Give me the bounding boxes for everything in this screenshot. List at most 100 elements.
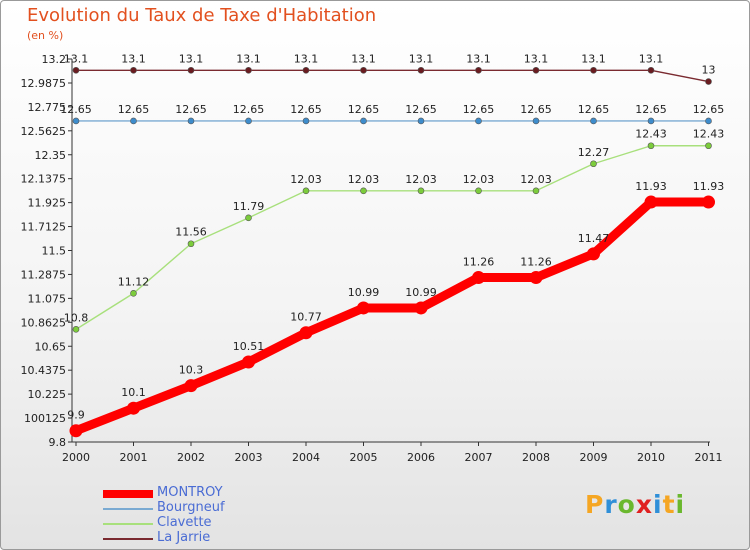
data-point — [705, 117, 712, 125]
legend-swatch — [103, 523, 153, 525]
data-point — [127, 401, 140, 415]
data-point — [590, 117, 597, 125]
data-label: 12.65 — [233, 103, 265, 116]
logo-letter: i — [675, 490, 686, 519]
data-label: 13.1 — [639, 52, 664, 65]
data-label: 11.93 — [635, 180, 667, 193]
data-label: 12.27 — [578, 146, 610, 159]
data-label: 12.65 — [405, 103, 437, 116]
data-point — [302, 117, 310, 125]
data-point — [187, 240, 195, 248]
data-point — [360, 66, 367, 74]
x-tick-label: 2002 — [177, 451, 205, 464]
data-point — [302, 66, 310, 74]
data-point — [590, 66, 597, 74]
data-point — [360, 187, 367, 195]
x-tick-label: 2008 — [522, 451, 550, 464]
data-label: 12.65 — [290, 103, 322, 116]
data-point — [184, 379, 198, 393]
data-point — [705, 78, 712, 85]
data-label: 10.77 — [290, 311, 322, 324]
legend-swatch — [103, 538, 153, 540]
y-tick-label: 12.9875 — [21, 77, 67, 90]
y-tick-label: 12.5625 — [21, 125, 67, 138]
data-label: 13.1 — [294, 52, 319, 65]
data-point — [587, 247, 600, 261]
chart-title: Evolution du Taux de Taxe d'Habitation — [27, 5, 377, 26]
data-label: 12.03 — [405, 173, 437, 186]
data-point — [475, 187, 482, 195]
data-point — [72, 326, 80, 333]
data-point — [590, 160, 597, 168]
data-label: 11.56 — [175, 226, 207, 239]
data-label: 10.99 — [405, 286, 437, 299]
legend-label: Clavette — [157, 515, 212, 530]
logo-letter: t — [662, 490, 676, 519]
data-point — [357, 301, 370, 315]
legend-swatch — [103, 490, 153, 498]
data-label: 12.43 — [635, 128, 667, 141]
data-label: 13.1 — [179, 52, 204, 65]
legend-label: La Jarrie — [157, 530, 211, 545]
data-label: 12.65 — [463, 103, 495, 116]
data-label: 10.99 — [348, 286, 380, 299]
data-label: 12.03 — [290, 173, 322, 186]
data-point — [242, 355, 255, 369]
data-point — [647, 142, 655, 150]
y-tick-label: 10.225 — [28, 388, 67, 401]
legend-label: MONTROY — [157, 485, 223, 500]
data-point — [532, 66, 540, 74]
data-point — [472, 271, 485, 285]
data-point — [299, 326, 313, 340]
data-point — [529, 271, 543, 285]
data-point — [69, 424, 83, 438]
data-label: 13 — [702, 64, 716, 77]
logo-letter: P — [585, 490, 605, 519]
data-label: 10.51 — [233, 340, 265, 353]
data-point — [302, 187, 310, 195]
data-label: 12.03 — [520, 173, 552, 186]
data-point — [417, 187, 425, 195]
x-tick-label: 2006 — [407, 451, 435, 464]
logo-letter: o — [617, 490, 636, 519]
series-line-clavette — [75, 145, 710, 331]
series-line-montroy — [71, 197, 713, 436]
data-point — [130, 66, 137, 74]
y-tick-label: 9.8 — [49, 436, 67, 449]
data-point — [360, 117, 367, 125]
data-label: 12.65 — [175, 103, 207, 116]
x-tick-label: 2007 — [465, 451, 493, 464]
data-label: 12.43 — [693, 128, 725, 141]
data-label: 11.26 — [520, 256, 552, 269]
y-tick-label: 10.4375 — [21, 364, 67, 377]
series-line-la-jarrie — [75, 69, 710, 83]
data-point — [245, 214, 252, 222]
data-label: 11.93 — [693, 180, 725, 193]
data-label: 11.47 — [578, 232, 610, 245]
y-tick-label: 11.925 — [28, 197, 67, 210]
data-label: 10.1 — [121, 386, 146, 399]
data-label: 12.65 — [578, 103, 610, 116]
data-label: 11.79 — [233, 200, 265, 213]
data-label: 13.1 — [524, 52, 549, 65]
proxiti-logo: Proxiti — [585, 490, 685, 519]
data-point — [705, 142, 712, 150]
data-label: 11.26 — [463, 256, 495, 269]
x-tick-label: 2001 — [120, 451, 148, 464]
data-label: 12.65 — [118, 103, 150, 116]
logo-letter: r — [604, 490, 618, 519]
data-label: 10.8 — [64, 311, 89, 324]
data-point — [187, 66, 195, 74]
y-tick-label: 11.2875 — [21, 268, 67, 281]
data-point — [72, 66, 80, 74]
data-label: 12.65 — [635, 103, 667, 116]
chart-subtitle: (en %) — [27, 29, 64, 42]
x-tick-label: 2005 — [350, 451, 378, 464]
legend-label: Bourgneuf — [157, 500, 225, 515]
data-point — [647, 66, 655, 74]
x-tick-label: 2004 — [292, 451, 320, 464]
y-tick-label: 12.35 — [35, 149, 67, 162]
x-tick-label: 2000 — [62, 451, 90, 464]
data-label: 12.65 — [693, 103, 725, 116]
